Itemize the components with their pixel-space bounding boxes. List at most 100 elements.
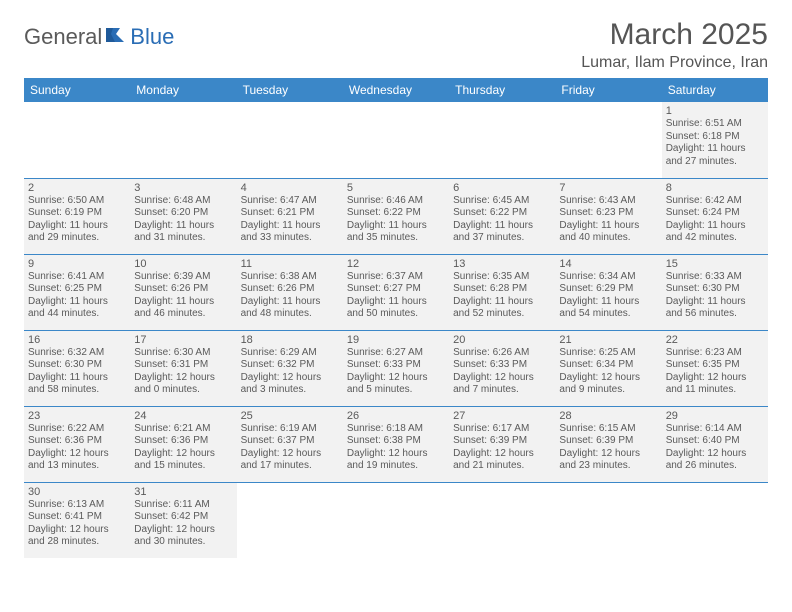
sunrise-line: Sunrise: 6:47 AM [241,195,339,208]
day-number: 20 [453,334,551,346]
day-number: 24 [134,410,232,422]
day-header: Saturday [662,78,768,102]
day-number: 17 [134,334,232,346]
calendar-week-row: 1Sunrise: 6:51 AMSunset: 6:18 PMDaylight… [24,102,768,178]
daylight-line: Daylight: 11 hours and 54 minutes. [559,296,657,321]
daylight-line: Daylight: 12 hours and 23 minutes. [559,448,657,473]
calendar-day-cell: 29Sunrise: 6:14 AMSunset: 6:40 PMDayligh… [662,406,768,482]
calendar-page: General Blue March 2025 Lumar, Ilam Prov… [0,0,792,558]
sunrise-line: Sunrise: 6:21 AM [134,423,232,436]
sunrise-line: Sunrise: 6:19 AM [241,423,339,436]
day-number: 1 [666,105,764,117]
calendar-day-cell: 15Sunrise: 6:33 AMSunset: 6:30 PMDayligh… [662,254,768,330]
sunrise-line: Sunrise: 6:38 AM [241,271,339,284]
sunset-line: Sunset: 6:24 PM [666,207,764,220]
sunset-line: Sunset: 6:39 PM [453,435,551,448]
calendar-empty-cell [662,482,768,558]
sunrise-line: Sunrise: 6:46 AM [347,195,445,208]
day-number: 3 [134,182,232,194]
sunset-line: Sunset: 6:39 PM [559,435,657,448]
calendar-day-cell: 19Sunrise: 6:27 AMSunset: 6:33 PMDayligh… [343,330,449,406]
daylight-line: Daylight: 12 hours and 7 minutes. [453,372,551,397]
day-header: Monday [130,78,236,102]
calendar-empty-cell [237,102,343,178]
sunrise-line: Sunrise: 6:27 AM [347,347,445,360]
sunset-line: Sunset: 6:26 PM [241,283,339,296]
sunset-line: Sunset: 6:19 PM [28,207,126,220]
daylight-line: Daylight: 11 hours and 44 minutes. [28,296,126,321]
sunset-line: Sunset: 6:22 PM [347,207,445,220]
day-number: 6 [453,182,551,194]
sunrise-line: Sunrise: 6:42 AM [666,195,764,208]
calendar-day-cell: 25Sunrise: 6:19 AMSunset: 6:37 PMDayligh… [237,406,343,482]
sunrise-line: Sunrise: 6:25 AM [559,347,657,360]
header-row: General Blue March 2025 Lumar, Ilam Prov… [24,18,768,72]
sunrise-line: Sunrise: 6:14 AM [666,423,764,436]
day-number: 29 [666,410,764,422]
daylight-line: Daylight: 12 hours and 0 minutes. [134,372,232,397]
sunrise-line: Sunrise: 6:29 AM [241,347,339,360]
calendar-day-cell: 23Sunrise: 6:22 AMSunset: 6:36 PMDayligh… [24,406,130,482]
calendar-table: SundayMondayTuesdayWednesdayThursdayFrid… [24,78,768,558]
daylight-line: Daylight: 11 hours and 40 minutes. [559,220,657,245]
daylight-line: Daylight: 12 hours and 3 minutes. [241,372,339,397]
day-number: 14 [559,258,657,270]
sunset-line: Sunset: 6:29 PM [559,283,657,296]
sunset-line: Sunset: 6:28 PM [453,283,551,296]
calendar-day-cell: 7Sunrise: 6:43 AMSunset: 6:23 PMDaylight… [555,178,661,254]
daylight-line: Daylight: 12 hours and 5 minutes. [347,372,445,397]
daylight-line: Daylight: 12 hours and 30 minutes. [134,524,232,549]
sunset-line: Sunset: 6:33 PM [453,359,551,372]
calendar-day-cell: 31Sunrise: 6:11 AMSunset: 6:42 PMDayligh… [130,482,236,558]
calendar-day-cell: 22Sunrise: 6:23 AMSunset: 6:35 PMDayligh… [662,330,768,406]
sunset-line: Sunset: 6:30 PM [666,283,764,296]
sunset-line: Sunset: 6:26 PM [134,283,232,296]
daylight-line: Daylight: 11 hours and 33 minutes. [241,220,339,245]
sunset-line: Sunset: 6:37 PM [241,435,339,448]
calendar-day-cell: 11Sunrise: 6:38 AMSunset: 6:26 PMDayligh… [237,254,343,330]
calendar-day-cell: 4Sunrise: 6:47 AMSunset: 6:21 PMDaylight… [237,178,343,254]
calendar-day-cell: 3Sunrise: 6:48 AMSunset: 6:20 PMDaylight… [130,178,236,254]
brand-part2: Blue [130,24,174,50]
day-header: Tuesday [237,78,343,102]
daylight-line: Daylight: 12 hours and 11 minutes. [666,372,764,397]
day-number: 22 [666,334,764,346]
day-number: 15 [666,258,764,270]
daylight-line: Daylight: 11 hours and 52 minutes. [453,296,551,321]
daylight-line: Daylight: 11 hours and 37 minutes. [453,220,551,245]
sunrise-line: Sunrise: 6:23 AM [666,347,764,360]
calendar-day-cell: 1Sunrise: 6:51 AMSunset: 6:18 PMDaylight… [662,102,768,178]
flag-icon [106,26,128,47]
calendar-week-row: 9Sunrise: 6:41 AMSunset: 6:25 PMDaylight… [24,254,768,330]
calendar-day-cell: 6Sunrise: 6:45 AMSunset: 6:22 PMDaylight… [449,178,555,254]
day-number: 12 [347,258,445,270]
day-number: 13 [453,258,551,270]
month-title: March 2025 [581,18,768,52]
calendar-empty-cell [237,482,343,558]
daylight-line: Daylight: 12 hours and 26 minutes. [666,448,764,473]
sunrise-line: Sunrise: 6:32 AM [28,347,126,360]
calendar-day-cell: 24Sunrise: 6:21 AMSunset: 6:36 PMDayligh… [130,406,236,482]
daylight-line: Daylight: 12 hours and 9 minutes. [559,372,657,397]
day-number: 2 [28,182,126,194]
daylight-line: Daylight: 12 hours and 13 minutes. [28,448,126,473]
day-number: 28 [559,410,657,422]
day-number: 7 [559,182,657,194]
sunrise-line: Sunrise: 6:22 AM [28,423,126,436]
daylight-line: Daylight: 11 hours and 56 minutes. [666,296,764,321]
sunset-line: Sunset: 6:27 PM [347,283,445,296]
calendar-day-cell: 28Sunrise: 6:15 AMSunset: 6:39 PMDayligh… [555,406,661,482]
daylight-line: Daylight: 12 hours and 17 minutes. [241,448,339,473]
sunset-line: Sunset: 6:35 PM [666,359,764,372]
sunset-line: Sunset: 6:18 PM [666,131,764,144]
calendar-empty-cell [449,102,555,178]
calendar-day-cell: 5Sunrise: 6:46 AMSunset: 6:22 PMDaylight… [343,178,449,254]
sunset-line: Sunset: 6:33 PM [347,359,445,372]
day-number: 27 [453,410,551,422]
daylight-line: Daylight: 11 hours and 48 minutes. [241,296,339,321]
day-header: Thursday [449,78,555,102]
daylight-line: Daylight: 12 hours and 15 minutes. [134,448,232,473]
location-subtitle: Lumar, Ilam Province, Iran [581,54,768,72]
day-number: 4 [241,182,339,194]
calendar-day-cell: 12Sunrise: 6:37 AMSunset: 6:27 PMDayligh… [343,254,449,330]
